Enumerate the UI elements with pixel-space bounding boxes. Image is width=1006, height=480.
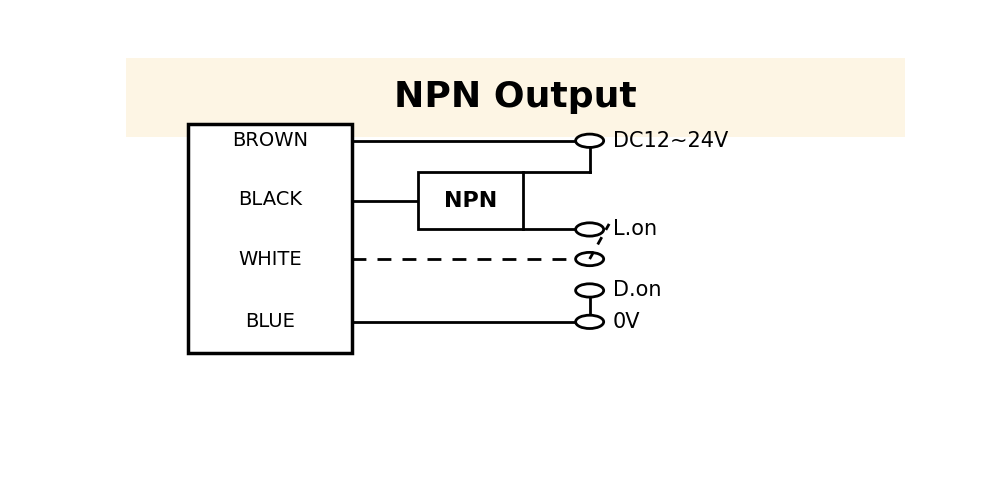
Text: 0V: 0V (613, 312, 641, 332)
Circle shape (575, 134, 604, 147)
Bar (126, 58, 905, 137)
Text: D.on: D.on (613, 280, 662, 300)
Text: L.on: L.on (613, 219, 657, 240)
Text: WHITE: WHITE (238, 250, 302, 268)
Text: NPN Output: NPN Output (394, 80, 637, 114)
Circle shape (575, 315, 604, 328)
Bar (418, 172, 523, 229)
Circle shape (575, 284, 604, 297)
Circle shape (575, 252, 604, 266)
Text: NPN: NPN (444, 191, 497, 211)
Text: BROWN: BROWN (232, 131, 308, 150)
Text: BLUE: BLUE (245, 312, 295, 331)
Bar (188, 124, 352, 353)
Text: DC12~24V: DC12~24V (613, 131, 728, 151)
Circle shape (575, 223, 604, 236)
Text: BLACK: BLACK (238, 191, 302, 209)
